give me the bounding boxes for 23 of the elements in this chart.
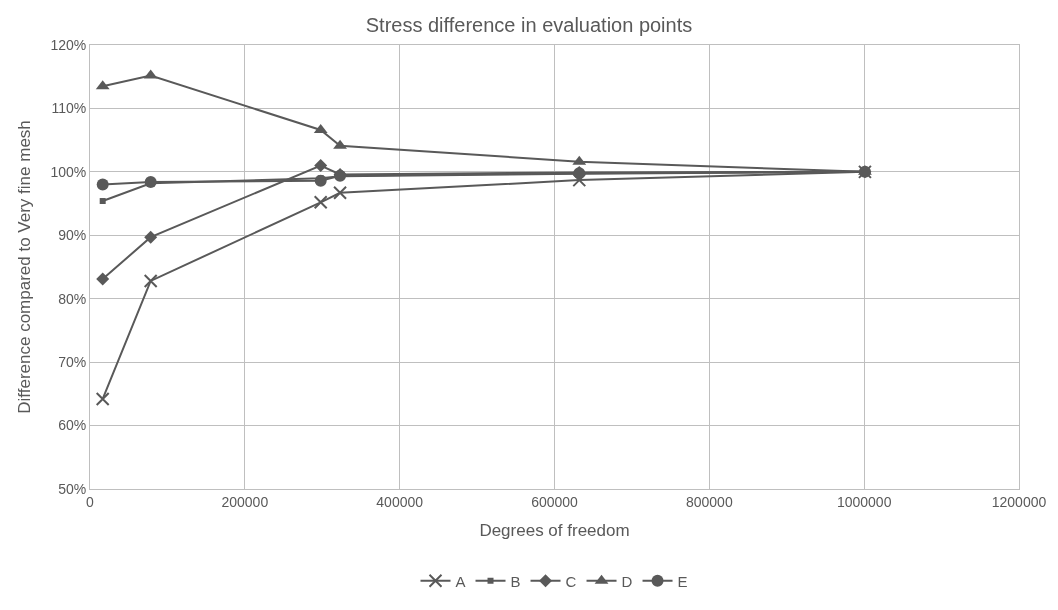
y-tick-label: 50% — [58, 480, 87, 497]
legend-label: E — [677, 572, 688, 590]
legend-label: B — [510, 572, 521, 590]
x-tick-label: 1200000 — [991, 493, 1047, 510]
y-tick-label: 90% — [58, 227, 87, 244]
y-tick-label: 100% — [50, 163, 87, 180]
legend-label: A — [455, 572, 466, 590]
y-tick-label: 110% — [51, 100, 87, 117]
x-tick-label: 400000 — [376, 493, 424, 510]
y-axis-title: Difference compared to Very fine mesh — [14, 120, 34, 414]
x-tick-label: 200000 — [221, 493, 269, 510]
x-tick-label: 0 — [86, 493, 95, 510]
y-tick-label: 120% — [50, 36, 87, 53]
y-tick-label: 60% — [58, 417, 87, 434]
legend-label: C — [565, 572, 577, 590]
chart-title: Stress difference in evaluation points — [365, 14, 693, 37]
x-axis-title: Degrees of freedom — [479, 521, 630, 541]
y-tick-label: 80% — [58, 290, 87, 307]
legend-label: D — [621, 572, 633, 590]
x-tick-label: 600000 — [531, 493, 579, 510]
x-tick-label: 1000000 — [836, 493, 892, 510]
y-tick-label: 70% — [58, 354, 87, 371]
x-tick-label: 800000 — [685, 493, 733, 510]
